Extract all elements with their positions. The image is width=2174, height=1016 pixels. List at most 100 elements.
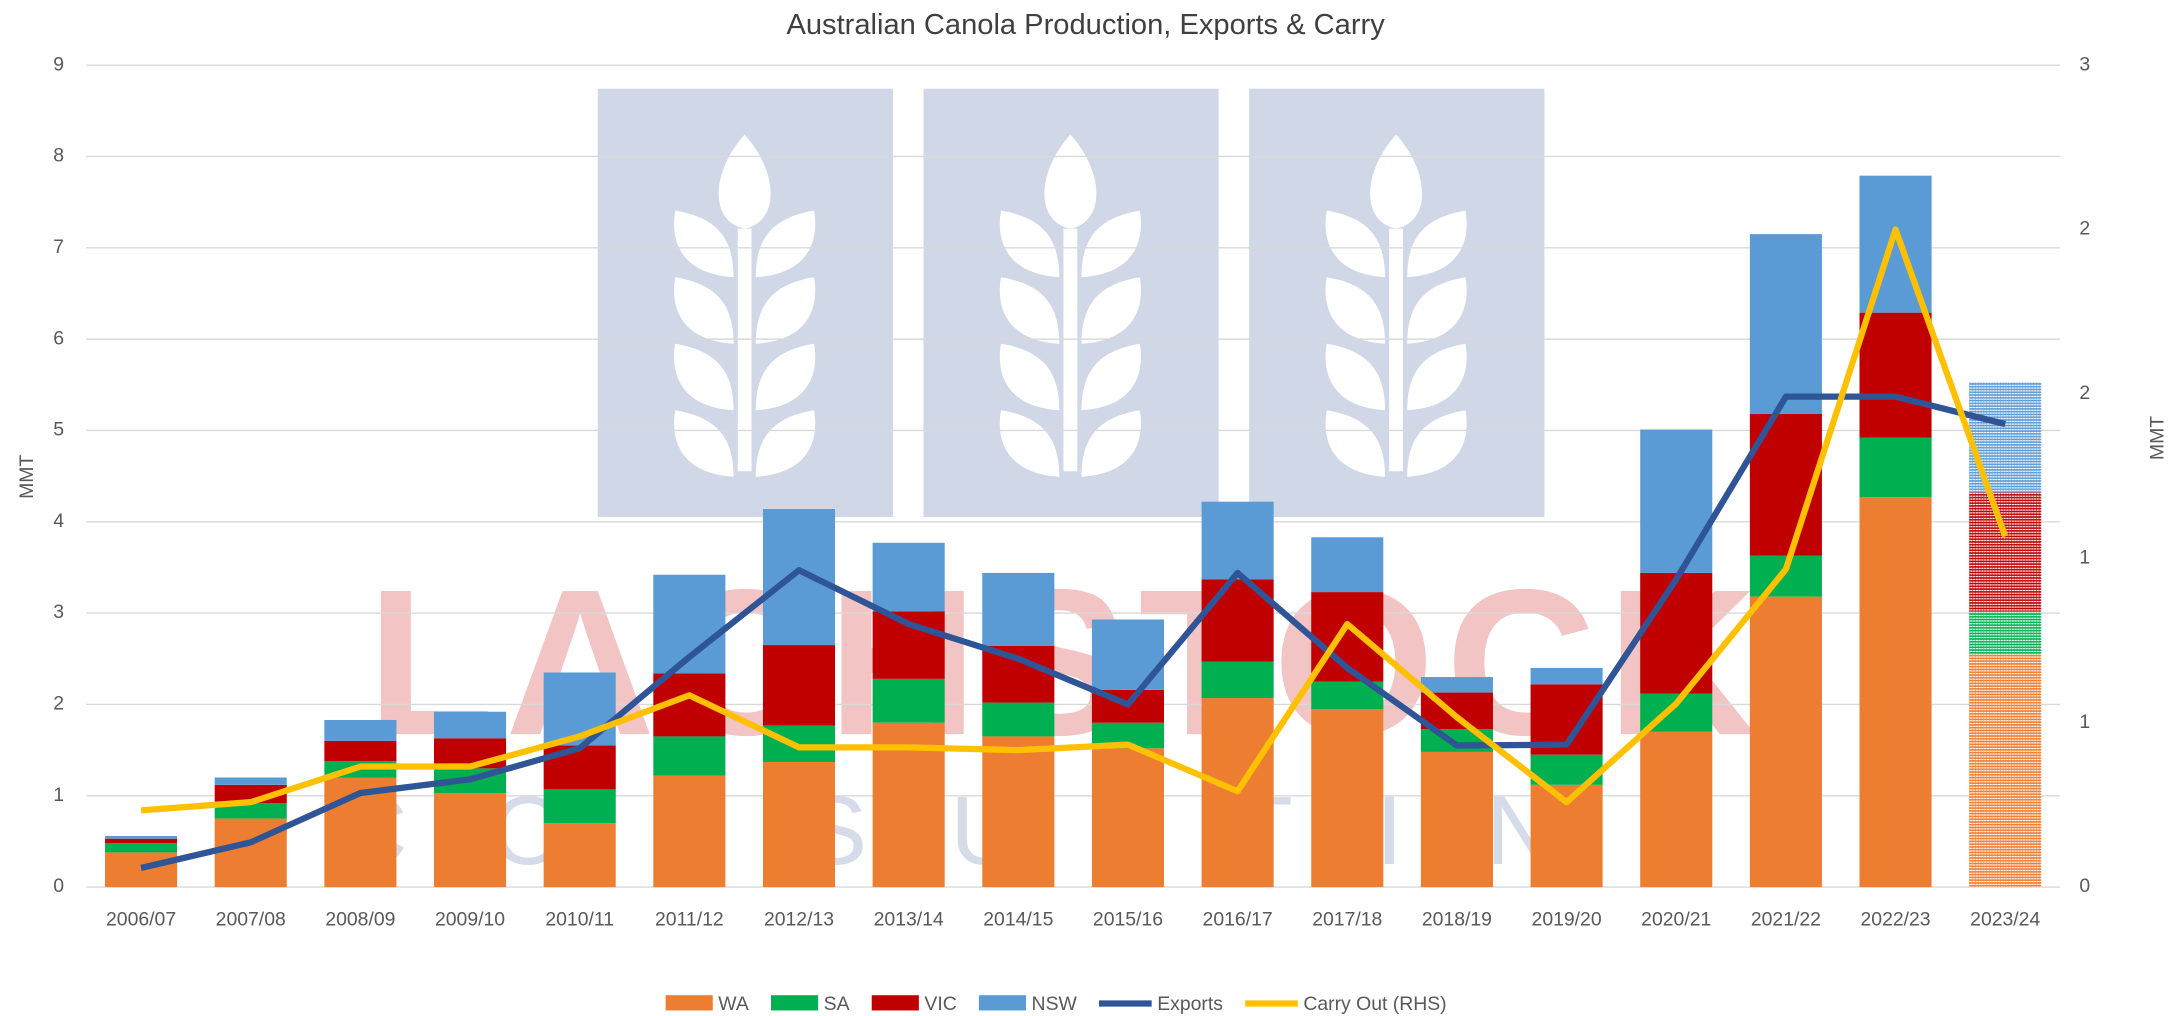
bar: [982, 645, 1055, 703]
x-tick-label: 2017/18: [1312, 908, 1382, 930]
wheat-leaf: [999, 277, 1060, 344]
legend-label: WA: [718, 993, 749, 1015]
bar: [214, 803, 287, 819]
bar: [762, 508, 836, 646]
legend-swatch: [978, 995, 1027, 1011]
bar: [872, 678, 945, 723]
bar: [762, 645, 836, 726]
bar: [1859, 312, 1932, 438]
x-tick-label: 2008/09: [325, 908, 395, 930]
y-tick-label: 8: [53, 145, 64, 167]
y-tick-label: 5: [53, 419, 64, 441]
wheat-leaf: [755, 210, 816, 278]
wheat-stem: [1063, 228, 1078, 472]
bar: [1640, 429, 1713, 573]
wheat-leaf: [1325, 410, 1386, 477]
legend-item: WA: [665, 993, 749, 1015]
y2-tick-label: 1: [2079, 711, 2090, 733]
bar: [105, 852, 178, 888]
x-tick-label: 2007/08: [216, 908, 286, 930]
wheat-leaf: [674, 277, 734, 344]
wheat-leaf: [755, 277, 816, 344]
bar: [324, 719, 397, 741]
wheat-icon: [1044, 134, 1097, 229]
x-tick-label: 2010/11: [545, 908, 614, 930]
y-tick-label: 1: [53, 784, 64, 806]
legend-label: Exports: [1157, 993, 1223, 1015]
bar: [105, 843, 178, 853]
bar: [434, 793, 507, 888]
legend-swatch: [770, 995, 819, 1011]
wheat-leaf: [674, 410, 734, 477]
x-tick-label: 2009/10: [435, 908, 505, 930]
y-tick-label: 0: [53, 875, 64, 897]
wheat-leaf: [1325, 277, 1386, 344]
bar: [1201, 501, 1274, 580]
legend-item: Exports: [1098, 993, 1223, 1015]
y-tick-label: 4: [53, 510, 64, 532]
y2-tick-label: 2: [2079, 218, 2090, 240]
x-tick-label: 2014/15: [983, 908, 1053, 930]
wheat-leaf: [1407, 410, 1467, 477]
wheat-leaf: [1081, 210, 1141, 278]
wheat-leaf: [1407, 343, 1467, 411]
x-tick-label: 2015/16: [1093, 908, 1163, 930]
legend-swatch: [871, 995, 919, 1011]
y-axis-label: MMT: [16, 455, 38, 499]
y-tick-label: 9: [53, 53, 64, 75]
y2-axis-label: MMT: [2147, 416, 2169, 460]
legend-item: NSW: [978, 993, 1078, 1015]
bar: [105, 835, 178, 839]
legend-label: Carry Out (RHS): [1303, 993, 1446, 1015]
wheat-leaf: [674, 210, 734, 278]
y-tick-label: 3: [53, 601, 64, 623]
bar: [1969, 492, 2042, 612]
y-tick-label: 6: [53, 327, 64, 349]
x-tick-label: 2021/22: [1751, 908, 1821, 930]
y2-tick-label: 3: [2079, 53, 2090, 75]
bar: [324, 740, 397, 762]
wheat-leaf: [755, 410, 816, 477]
bar: [543, 745, 616, 790]
bar: [982, 736, 1055, 888]
legend-label: NSW: [1032, 993, 1078, 1015]
x-tick-label: 2011/12: [655, 908, 724, 930]
bar: [982, 572, 1055, 646]
wheat-leaf: [1407, 210, 1467, 278]
bar: [1311, 537, 1384, 593]
x-tick-label: 2023/24: [1970, 908, 2040, 930]
bar: [1749, 234, 1822, 415]
y2-tick-label: 2: [2079, 382, 2090, 404]
line-series: [140, 226, 2009, 814]
bar: [1969, 654, 2042, 888]
y2-tick-label: 1: [2079, 546, 2090, 568]
wheat-stem: [1389, 228, 1404, 472]
bar: [653, 736, 726, 776]
legend-item: VIC: [871, 993, 957, 1015]
legend-swatch: [665, 995, 713, 1011]
bar: [434, 711, 507, 739]
bar: [214, 777, 287, 785]
legend-item: Carry Out (RHS): [1245, 993, 1447, 1015]
bar: [1420, 751, 1493, 888]
wheat-leaf: [1325, 210, 1386, 278]
wheat-leaf: [674, 343, 734, 411]
wheat-icon: [718, 134, 771, 229]
x-tick-label: 2013/14: [874, 908, 944, 930]
line-series: [140, 393, 2006, 871]
x-tick-label: 2020/21: [1641, 908, 1711, 930]
wheat-leaf: [1325, 343, 1386, 411]
wheat-stem: [737, 228, 752, 472]
bar: [105, 838, 178, 844]
x-tick-label: 2016/17: [1203, 908, 1273, 930]
bar: [653, 775, 726, 888]
bar: [982, 702, 1055, 737]
x-tick-label: 2022/23: [1861, 908, 1931, 930]
bar: [1640, 731, 1713, 888]
bar: [872, 542, 945, 612]
x-tick-label: 2006/07: [106, 908, 176, 930]
bar: [1749, 596, 1822, 888]
bar: [1530, 667, 1603, 685]
bar: [762, 725, 836, 762]
